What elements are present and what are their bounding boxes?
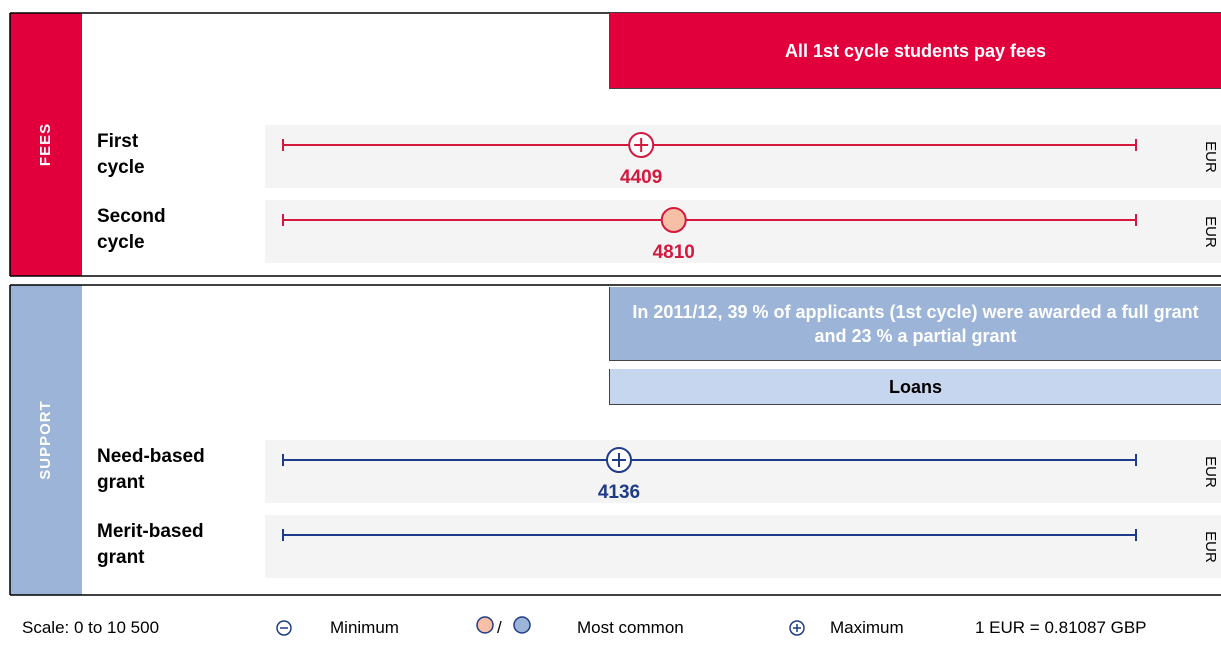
marker-plus [634,138,649,152]
legend-common-fees-icon [476,616,494,634]
legend-most-common: Most common [577,618,684,637]
banner: In 2011/12, 39 % of applicants (1st cycl… [609,287,1221,361]
value-label: 4810 [653,242,695,263]
banner: All 1st cycle students pay fees [609,13,1221,89]
row-label: Need-based grant [97,446,205,493]
section-band [10,285,82,595]
unit-label: EUR [1202,456,1219,488]
marker-maximum [606,447,633,473]
value-label: 4409 [620,167,662,188]
marker-maximum [628,132,655,158]
legend-exchange: 1 EUR = 0.81087 GBP [975,618,1147,637]
unit-label: EUR [1202,216,1219,248]
legend-separator: / [497,618,502,637]
marker-circle [660,207,687,233]
row-background [265,440,1221,503]
legend-scale: Scale: 0 to 10 500 [22,618,160,637]
legend-maximum-icon [793,624,801,632]
unit-label: EUR [1202,531,1219,563]
section-band [10,13,82,276]
row-background [265,125,1221,188]
section-label: SUPPORT [37,400,54,480]
row-label: Second cycle [97,206,166,253]
row-label: Merit-based grant [97,521,204,568]
legend-maximum: Maximum [830,618,904,637]
marker-plus [612,453,627,467]
legend-minimum: Minimum [330,618,399,637]
row-label: First cycle [97,131,145,178]
section-label: FEES [37,123,54,166]
marker-most-common [660,207,687,233]
legend-common-support-icon [513,616,531,634]
unit-label: EUR [1202,141,1219,173]
value-label: 4136 [598,482,640,503]
row-background [265,515,1221,578]
row-background [265,200,1221,263]
banner: Loans [609,369,1221,405]
